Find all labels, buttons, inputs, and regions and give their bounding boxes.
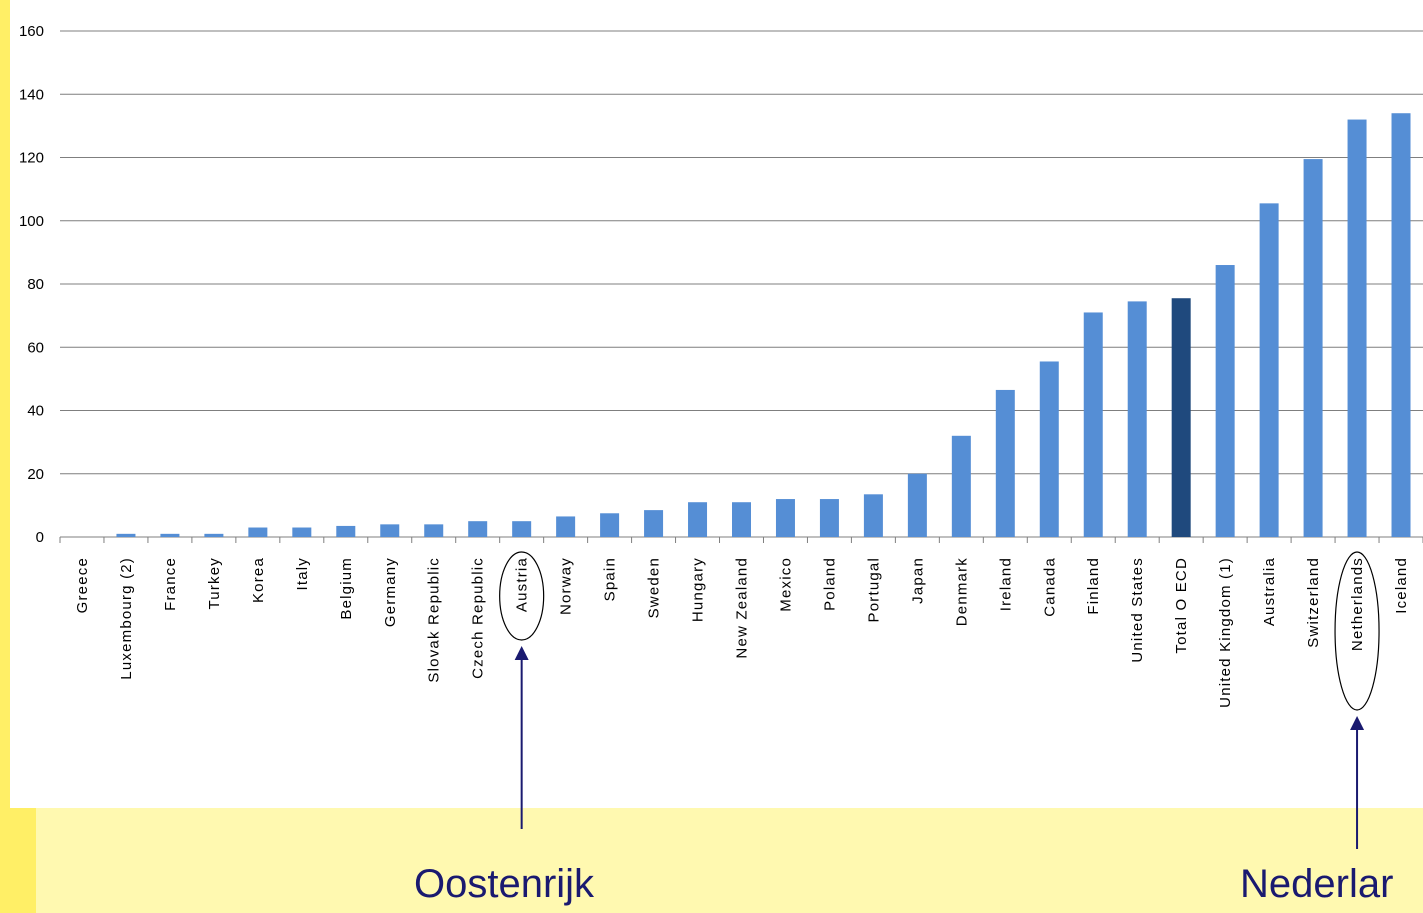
highlight-ellipse <box>1334 551 1380 711</box>
bar-spain <box>600 513 620 537</box>
y-tick-label: 0 <box>36 529 44 546</box>
x-axis-labels: Greece Luxembourg (2) France Turkey Korea Ita… <box>74 557 1410 708</box>
x-tick-label: Switzerland <box>1305 557 1322 648</box>
y-tick-label: 120 <box>19 150 44 167</box>
bar-canada <box>1039 361 1059 537</box>
x-tick-label: Czech Republic <box>470 557 487 679</box>
x-tick-label: Iceland <box>1393 557 1410 614</box>
bar-turkey <box>204 533 224 537</box>
x-tick-label: Greece <box>74 557 91 613</box>
arrow-head <box>1350 716 1365 730</box>
x-tick-label: United States <box>1129 557 1146 663</box>
x-tick-label: Germany <box>382 557 399 627</box>
bar-poland <box>819 499 839 537</box>
y-tick-label: 100 <box>19 213 44 230</box>
x-tick-label: Korea <box>250 557 267 603</box>
y-tick-label: 160 <box>19 23 44 40</box>
bar-iceland <box>1391 113 1411 537</box>
bar-japan <box>907 473 927 537</box>
bar-ireland <box>995 389 1015 537</box>
x-tick-label: Luxembourg (2) <box>118 557 135 680</box>
x-tick-label: United Kingdom (1) <box>1217 557 1234 708</box>
x-tick-label: Netherlands <box>1349 557 1366 651</box>
y-tick-label: 40 <box>27 403 44 420</box>
arrow-head <box>514 646 529 660</box>
x-tick-label: France <box>162 557 179 611</box>
x-tick-label: Turkey <box>206 557 223 610</box>
bar-united-states <box>1127 301 1147 537</box>
x-tick-label: Total O ECD <box>1173 557 1190 654</box>
y-tick-label: 60 <box>27 339 44 356</box>
bar-korea <box>248 527 268 537</box>
bar-belgium <box>336 525 356 537</box>
bar-hungary <box>688 502 708 537</box>
x-tick-label: Norway <box>558 557 575 615</box>
bar-australia <box>1259 203 1279 537</box>
bar-mexico <box>775 499 795 537</box>
x-tick-label: Finland <box>1085 557 1102 615</box>
bar-germany <box>380 524 400 537</box>
x-tick-label: Poland <box>821 557 838 611</box>
highlight-ellipse <box>499 551 545 641</box>
bars <box>116 113 1411 538</box>
y-tick-label: 20 <box>27 466 44 483</box>
x-tick-label: Ireland <box>997 557 1014 611</box>
bar-sweden <box>644 510 664 537</box>
x-tick-label: Hungary <box>690 557 707 622</box>
bar-italy <box>292 527 312 537</box>
bar-denmark <box>951 435 971 537</box>
annotations <box>499 551 1380 849</box>
x-tick-label: Japan <box>909 557 926 604</box>
bar-czech-republic <box>468 521 488 537</box>
bar-france <box>160 533 180 537</box>
x-tick-label: Slovak Republic <box>426 557 443 683</box>
x-tick-label: Canada <box>1041 557 1058 617</box>
x-tick-label: Belgium <box>338 557 355 620</box>
bar-united-kingdom-1- <box>1215 265 1235 537</box>
bar-slovak-republic <box>424 524 444 537</box>
bar-finland <box>1083 312 1103 537</box>
x-tick-label: Spain <box>602 557 619 601</box>
bar-portugal <box>863 494 883 537</box>
x-tick-label: Australia <box>1261 557 1278 626</box>
x-tick-label: Austria <box>514 557 531 612</box>
y-tick-label: 140 <box>19 86 44 103</box>
bar-luxembourg-2- <box>116 533 136 537</box>
bar-total-o-ecd <box>1171 298 1191 537</box>
x-tick-label: Portugal <box>865 557 882 622</box>
y-axis-ticks: 0 20 40 60 80 100 120 140 160 <box>19 23 44 546</box>
x-tick-label: Italy <box>294 557 311 591</box>
bar-norway <box>556 516 576 537</box>
callout-oostenrijk: Oostenrijk <box>414 862 595 906</box>
x-tick-label: New Zealand <box>734 557 751 659</box>
x-tick-label: Sweden <box>646 557 663 618</box>
bar-netherlands <box>1347 119 1367 538</box>
gridlines <box>59 30 1423 543</box>
x-tick-label: Mexico <box>777 557 794 612</box>
callout-nederland: Nederlar <box>1240 862 1394 906</box>
bar-austria <box>512 521 532 537</box>
bar-new-zealand <box>732 502 751 537</box>
y-tick-label: 80 <box>27 276 44 293</box>
x-tick-label: Denmark <box>953 557 970 626</box>
bar-switzerland <box>1303 159 1323 538</box>
